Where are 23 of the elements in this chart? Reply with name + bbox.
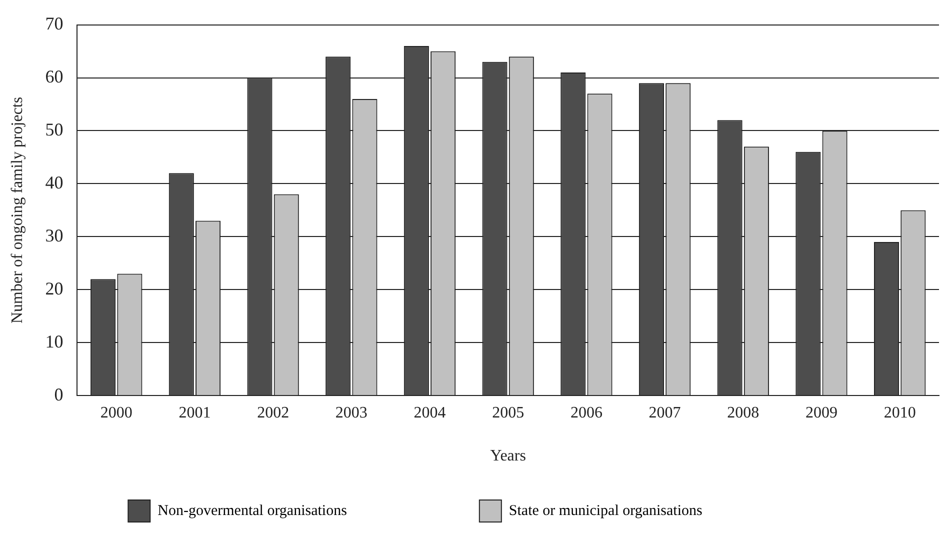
x-tick-label: 2005 [492,404,524,422]
x-tick-label: 2008 [727,404,760,422]
x-tick-label: 2006 [570,404,602,422]
y-tick-label: 0 [54,384,64,404]
x-tick-label: 2001 [178,404,211,422]
x-tick-label: 2000 [100,404,132,422]
x-tick-label: 2009 [805,404,838,422]
y-tick-label: 30 [45,225,64,246]
x-tick-label: 2002 [257,404,290,422]
y-tick-label: 60 [45,66,64,87]
legend-label: Non-govermental organisations [158,502,460,519]
x-tick-label: 2003 [335,404,368,422]
y-tick-label: 40 [45,172,64,192]
y-tick-label: 70 [45,14,64,34]
x-tick-label: 2007 [648,404,681,422]
x-tick-label: 2004 [414,404,446,422]
y-axis-title: Number of ongoing family projects [8,96,26,324]
x-axis-title: Years [490,448,526,465]
y-tick-label: 10 [45,331,64,352]
legend-label: State or municipal organisations [508,502,815,519]
x-tick-label: 2010 [884,404,916,422]
y-tick-label: 50 [45,119,64,140]
y-tick-label: 20 [45,278,64,298]
